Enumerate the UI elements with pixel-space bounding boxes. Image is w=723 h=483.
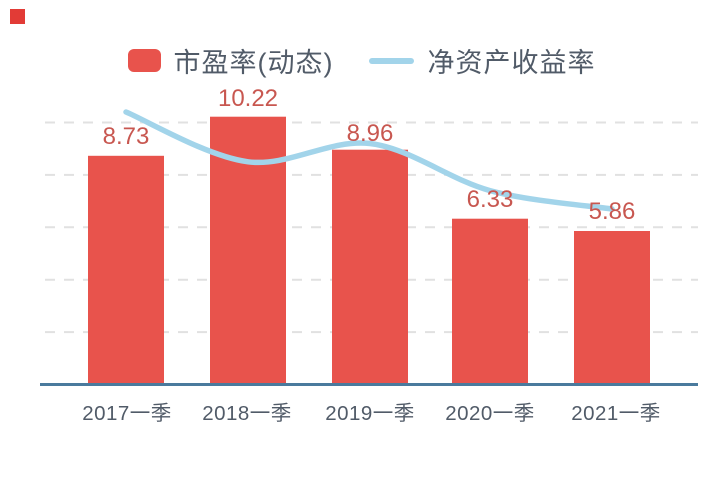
bar [332, 149, 408, 386]
legend-label-pe-ratio: 市盈率(动态) [173, 48, 334, 78]
bar-value-label: 8.73 [103, 123, 150, 150]
bar-value-label: 8.96 [347, 120, 394, 147]
x-axis-label: 2020一季 [445, 402, 535, 425]
legend-item-pe-ratio[interactable]: 市盈率(动态) [127, 41, 334, 80]
bar [452, 218, 528, 386]
x-axis-label: 2017一季 [82, 402, 172, 425]
bar [88, 155, 164, 386]
x-axis-label: 2021一季 [571, 402, 661, 425]
roe-line [123, 109, 615, 212]
x-axis-label: 2018一季 [202, 402, 292, 425]
line-swatch-icon [369, 57, 415, 64]
legend-label-roe: 净资产收益率 [427, 48, 596, 78]
chart-legend: 市盈率(动态) 净资产收益率 [0, 41, 723, 80]
bar-value-label: 6.33 [467, 186, 514, 213]
corner-red-square-mark [10, 9, 25, 24]
bar-value-label: 5.86 [589, 198, 636, 225]
bar [574, 231, 650, 386]
bar-value-label: 10.22 [218, 85, 278, 112]
legend-item-roe[interactable]: 净资产收益率 [369, 41, 595, 80]
x-axis-label: 2019一季 [325, 402, 415, 425]
bar-swatch-icon [127, 49, 161, 72]
